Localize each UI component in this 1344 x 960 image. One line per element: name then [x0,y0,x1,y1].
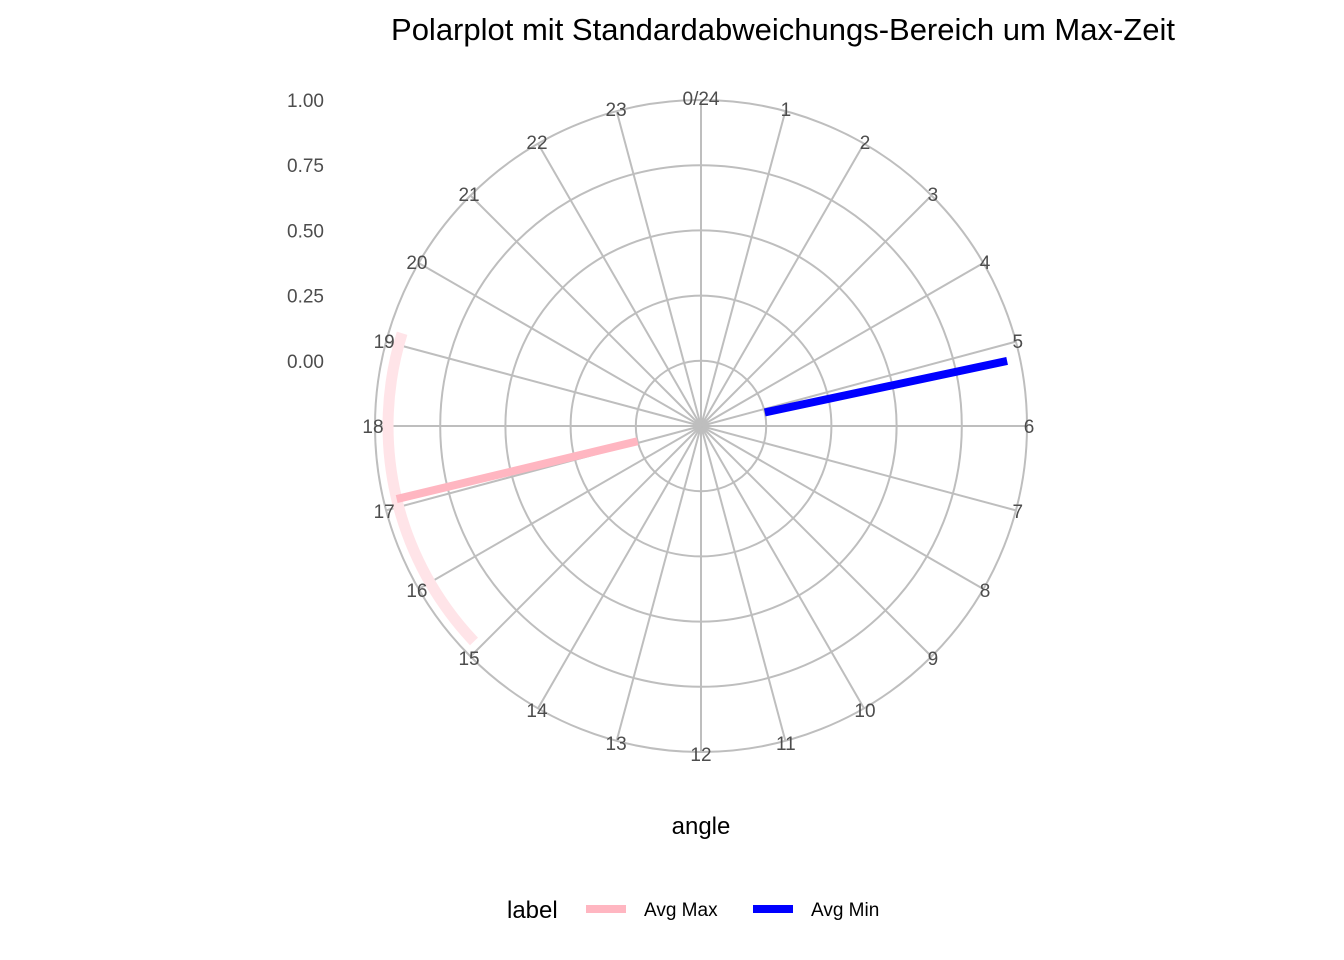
radial-tick-labels: 0.00 0.25 0.50 0.75 1.00 [287,91,324,373]
hour-tick-label: 11 [776,734,796,755]
hour-tick-label: 18 [362,417,383,438]
series-layer [395,357,1008,503]
hour-tick-label: 22 [526,133,547,154]
angular-grid [375,100,1027,752]
grid-spoke [700,262,984,427]
legend-title: label [507,897,558,924]
radial-tick-label: 0.00 [287,352,324,373]
series-line-avg-min [763,357,1008,417]
radial-tick-label: 0.75 [287,156,324,177]
grid-spoke [615,110,702,427]
hour-tick-label: 4 [980,253,991,274]
grid-spoke [385,340,702,427]
grid-spoke [700,425,984,590]
hour-tick-label: 7 [1013,502,1024,523]
grid-spoke [700,110,787,427]
radial-tick-label: 0.25 [287,287,324,308]
hour-tick-label: 20 [406,253,427,274]
hour-tick-label: 5 [1013,332,1024,353]
chart-title: Polarplot mit Standardabweichungs-Bereic… [391,12,1175,47]
hour-tick-label: 21 [458,185,479,206]
hour-tick-label: 8 [980,581,991,602]
grid-spoke [418,262,702,427]
grid-spoke [615,425,702,742]
hour-tick-label: 15 [458,649,479,670]
grid-spoke [469,425,702,658]
series-line-avg-max [395,437,639,503]
grid-spoke [700,425,933,658]
grid-spoke [700,425,865,709]
grid-spoke [700,425,787,742]
hour-tick-label: 6 [1024,417,1035,438]
grid-spoke [700,340,1017,427]
hour-tick-label: 10 [854,701,875,722]
hour-tick-labels: 0/24123456789101112131415161718192021222… [362,89,1034,766]
grid-spoke [537,425,702,709]
grid-spoke [700,143,865,427]
hour-tick-label: 3 [928,185,939,206]
grid-spoke [469,194,702,427]
hour-tick-label: 19 [374,332,395,353]
hour-tick-label: 16 [406,581,427,602]
hour-tick-label: 14 [526,701,548,722]
hour-tick-label: 23 [606,100,627,121]
legend-label: Avg Max [644,900,718,921]
hour-tick-label: 13 [606,734,627,755]
radial-tick-label: 0.50 [287,221,324,242]
hour-tick-label: 2 [860,133,871,154]
hour-tick-label: 0/24 [683,89,720,110]
grid-spoke [700,425,1017,512]
hour-tick-label: 17 [374,502,395,523]
grid-spoke [385,425,702,512]
hour-tick-label: 9 [928,649,939,670]
legend-label: Avg Min [811,900,879,921]
grid-spoke [418,425,702,590]
grid-spoke [700,194,933,427]
hour-tick-label: 12 [690,745,711,766]
legend: label Avg Max Avg Min [507,897,879,924]
x-axis-title: angle [672,813,731,840]
hour-tick-label: 1 [781,100,792,121]
radial-tick-label: 1.00 [287,91,324,112]
grid-spoke [537,143,702,427]
